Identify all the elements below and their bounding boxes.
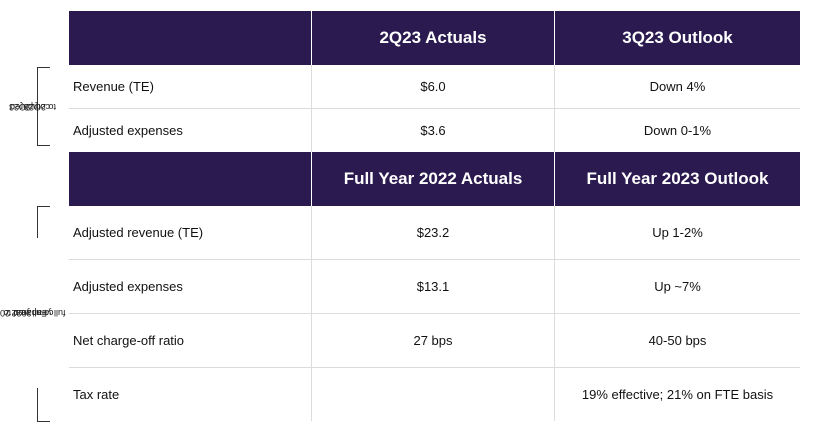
row-label: Adjusted expenses [73,279,183,294]
quarter-side-label: 3Q23 compared to 2Q23 [9,67,56,146]
year-header-blank [69,152,311,206]
table-row: Revenue (TE) $6.0 Down 4% [69,65,800,109]
full-year-side-label: Full year 2023 compared to full year 202… [0,238,66,388]
table-row: Net charge-off ratio 27 bps 40-50 bps [69,314,800,368]
row-label: Revenue (TE) [73,79,154,94]
quarter-header-actuals: 2Q23 Actuals [311,11,554,65]
year-header-outlook: Full Year 2023 Outlook [554,152,800,206]
table-row: Tax rate 19% effective; 21% on FTE basis [69,368,800,421]
table-row: Adjusted revenue (TE) $23.2 Up 1-2% [69,206,800,260]
row-actual: $23.2 [311,206,554,259]
row-label: Net charge-off ratio [73,333,185,348]
quarter-header-blank [69,11,311,65]
row-outlook: Up ~7% [554,260,800,313]
quarter-header-row: 2Q23 Actuals 3Q23 Outlook [69,11,800,65]
row-label: Adjusted revenue (TE) [73,225,204,240]
row-label: Adjusted expenses [73,123,183,138]
full-year-label-line-3: full year 2022 [11,308,67,318]
row-actual: 27 bps [311,314,554,367]
table-row: Adjusted expenses $13.1 Up ~7% [69,260,800,314]
row-outlook: Up 1-2% [554,206,800,259]
row-outlook: Down 4% [554,65,800,108]
outlook-table: 2Q23 Actuals 3Q23 Outlook Revenue (TE) $… [69,11,800,421]
year-header-actuals: Full Year 2022 Actuals [311,152,554,206]
quarter-label-line-3: to 2Q23 [23,101,57,112]
row-actual: $3.6 [311,109,554,152]
row-actual [311,368,554,421]
quarter-header-outlook: 3Q23 Outlook [554,11,800,65]
row-outlook: Down 0-1% [554,109,800,152]
quarter-bracket [37,67,50,146]
year-header-row: Full Year 2022 Actuals Full Year 2023 Ou… [69,152,800,206]
table-row: Adjusted expenses $3.6 Down 0-1% [69,109,800,152]
row-outlook: 19% effective; 21% on FTE basis [554,368,800,421]
row-actual: $6.0 [311,65,554,108]
row-actual: $13.1 [311,260,554,313]
row-label: Tax rate [73,387,120,402]
row-outlook: 40-50 bps [554,314,800,367]
